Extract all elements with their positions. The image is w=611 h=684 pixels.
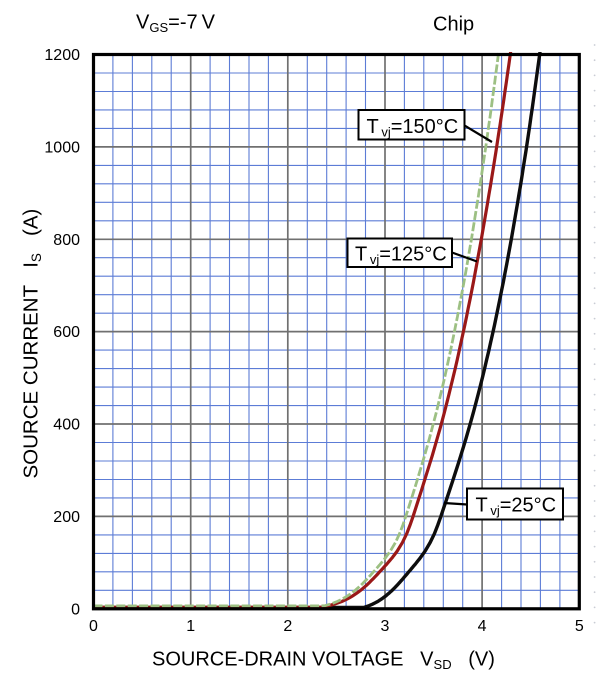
svg-text:SOURCE-DRAIN VOLTAGE VSD (: SOURCE-DRAIN VOLTAGE VSD (V) bbox=[152, 649, 495, 673]
svg-text:3: 3 bbox=[381, 618, 390, 635]
svg-text:1000: 1000 bbox=[44, 139, 80, 156]
svg-text:4: 4 bbox=[478, 618, 487, 635]
svg-text:Chip: Chip bbox=[433, 14, 474, 36]
svg-text:2: 2 bbox=[283, 618, 292, 635]
svg-text:800: 800 bbox=[53, 232, 80, 249]
svg-text:1200: 1200 bbox=[44, 47, 80, 64]
svg-text:0: 0 bbox=[89, 618, 98, 635]
svg-text:SOURCE CURRENT IS (A): SOURCE CURRENT IS (A) bbox=[20, 209, 45, 479]
svg-text:VGS=-7 V: VGS=-7 V bbox=[136, 12, 216, 36]
svg-text:200: 200 bbox=[53, 509, 80, 526]
svg-text:T vj=25°C: T vj=25°C bbox=[476, 495, 557, 519]
svg-text:600: 600 bbox=[53, 324, 80, 341]
svg-text:0: 0 bbox=[71, 601, 80, 618]
svg-text:400: 400 bbox=[53, 417, 80, 434]
svg-text:5: 5 bbox=[575, 618, 584, 635]
svg-text:1: 1 bbox=[186, 618, 195, 635]
